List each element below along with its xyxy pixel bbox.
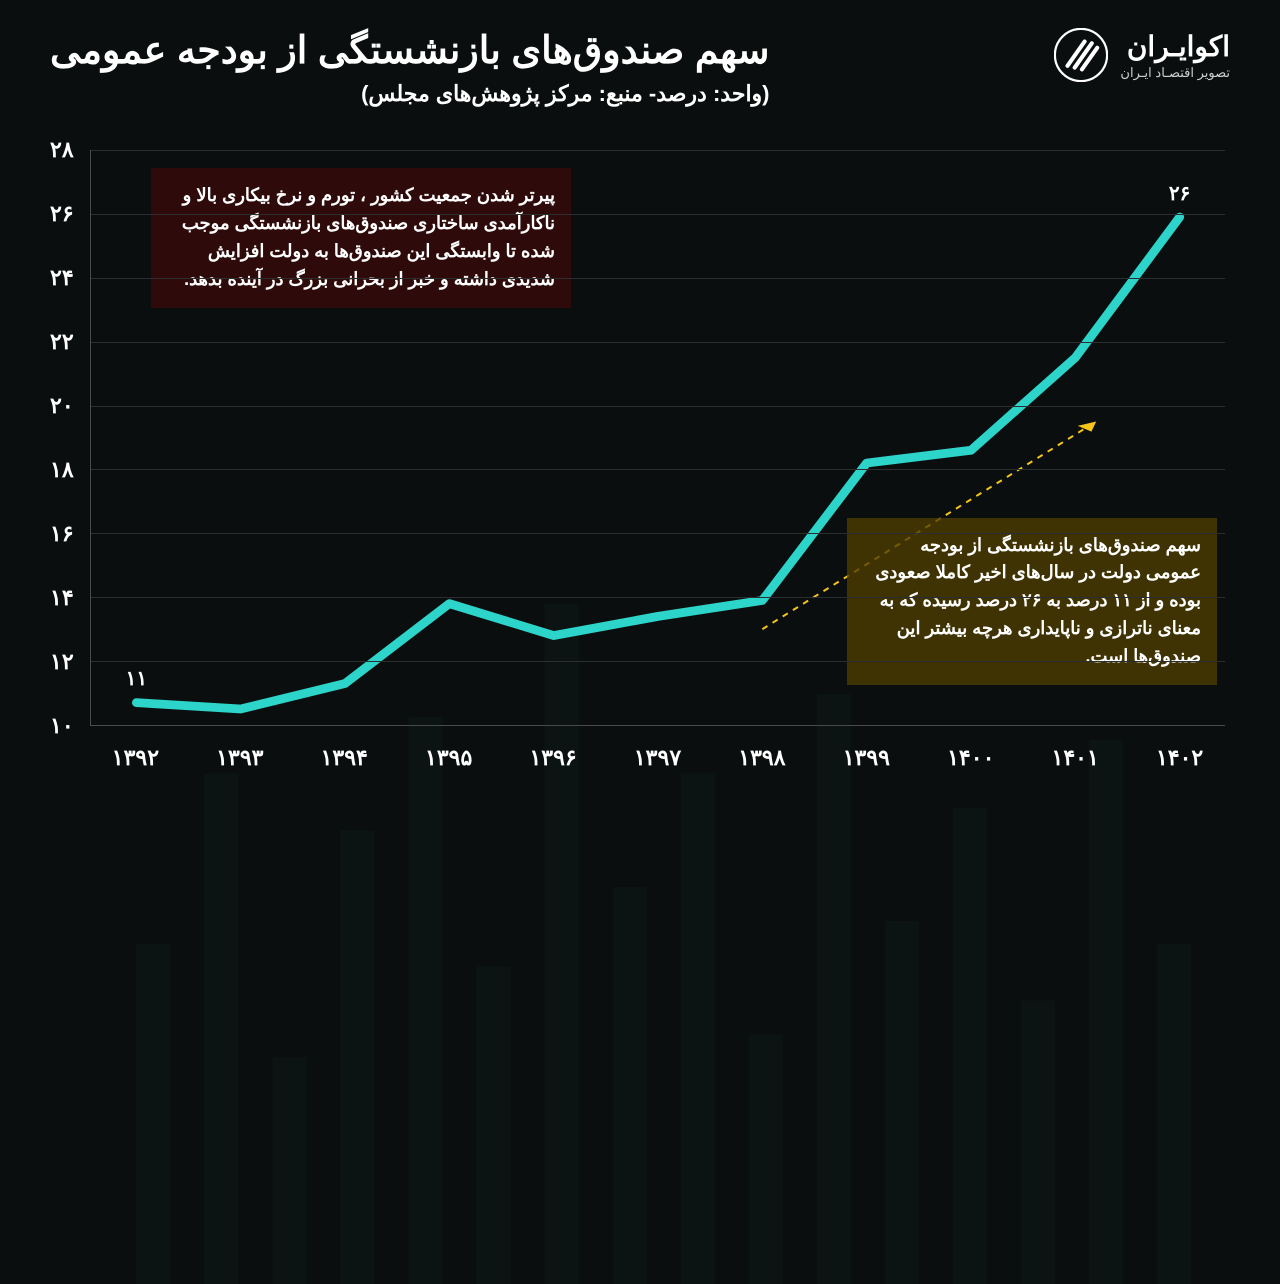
grid-line	[91, 150, 1225, 151]
y-tick-label: ۱۴	[50, 585, 74, 611]
x-tick-label: ۱۳۹۷	[634, 745, 681, 771]
y-tick-label: ۲۲	[50, 329, 74, 355]
trend-arrow-head	[1078, 422, 1096, 432]
x-tick-label: ۱۳۹۶	[529, 745, 576, 771]
y-tick-label: ۱۰	[50, 713, 74, 739]
x-tick-label: ۱۳۹۳	[216, 745, 263, 771]
annotation-red: پیرتر شدن جمعیت کشور ، تورم و نرخ بیکاری…	[151, 168, 571, 308]
y-tick-label: ۲۶	[50, 201, 74, 227]
page-subtitle: (واحد: درصد- منبع: مرکز پژوهش‌های مجلس)	[50, 81, 770, 107]
logo-title: اکوایـران	[1120, 30, 1230, 63]
logo-icon	[1054, 28, 1108, 82]
x-tick-label: ۱۴۰۰	[947, 745, 994, 771]
title-block: سهم صندوق‌های بازنشستگی از بودجه عمومی (…	[50, 28, 770, 107]
x-tick-label: ۱۳۹۸	[738, 745, 785, 771]
grid-line	[91, 533, 1225, 534]
y-tick-label: ۱۲	[50, 649, 74, 675]
y-tick-label: ۲۴	[50, 265, 74, 291]
grid-line	[91, 469, 1225, 470]
x-tick-label: ۱۳۹۲	[112, 745, 159, 771]
y-tick-label: ۱۸	[50, 457, 74, 483]
grid-line	[91, 661, 1225, 662]
x-tick-label: ۱۳۹۹	[843, 745, 890, 771]
annotation-olive: سهم صندوق‌های بازنشستگی از بودجه عمومی د…	[847, 518, 1217, 685]
data-point-label: ۱۱	[126, 666, 147, 691]
x-tick-label: ۱۳۹۵	[425, 745, 472, 771]
data-point-label: ۲۶	[1169, 181, 1190, 206]
grid-line	[91, 214, 1225, 215]
plot-area: پیرتر شدن جمعیت کشور ، تورم و نرخ بیکاری…	[90, 150, 1225, 726]
logo: اکوایـران تصویر اقتصـاد ایـران	[1054, 28, 1230, 82]
header: اکوایـران تصویر اقتصـاد ایـران سهم صندوق…	[0, 0, 1280, 117]
x-tick-label: ۱۳۹۴	[321, 745, 368, 771]
y-tick-label: ۲۰	[50, 393, 74, 419]
y-tick-label: ۱۶	[50, 521, 74, 547]
grid-line	[91, 597, 1225, 598]
page-title: سهم صندوق‌های بازنشستگی از بودجه عمومی	[50, 28, 770, 73]
x-tick-label: ۱۴۰۲	[1156, 745, 1203, 771]
y-tick-label: ۲۸	[50, 137, 74, 163]
x-tick-label: ۱۴۰۱	[1052, 745, 1099, 771]
grid-line	[91, 406, 1225, 407]
y-axis: ۱۰۱۲۱۴۱۶۱۸۲۰۲۲۲۴۲۶۲۸	[50, 150, 82, 726]
x-axis: ۱۳۹۲ ۱۳۹۳ ۱۳۹۴ ۱۳۹۵ ۱۳۹۶ ۱۳۹۷ ۱۳۹۸ ۱۳۹۹ ۱۴۰۰ ۱۴۰۱…	[90, 733, 1225, 781]
grid-line	[91, 278, 1225, 279]
chart: ۱۰۱۲۱۴۱۶۱۸۲۰۲۲۲۴۲۶۲۸ پیرتر شدن جمعیت کشو…	[50, 150, 1255, 781]
grid-line	[91, 342, 1225, 343]
logo-subtitle: تصویر اقتصـاد ایـران	[1120, 65, 1230, 81]
